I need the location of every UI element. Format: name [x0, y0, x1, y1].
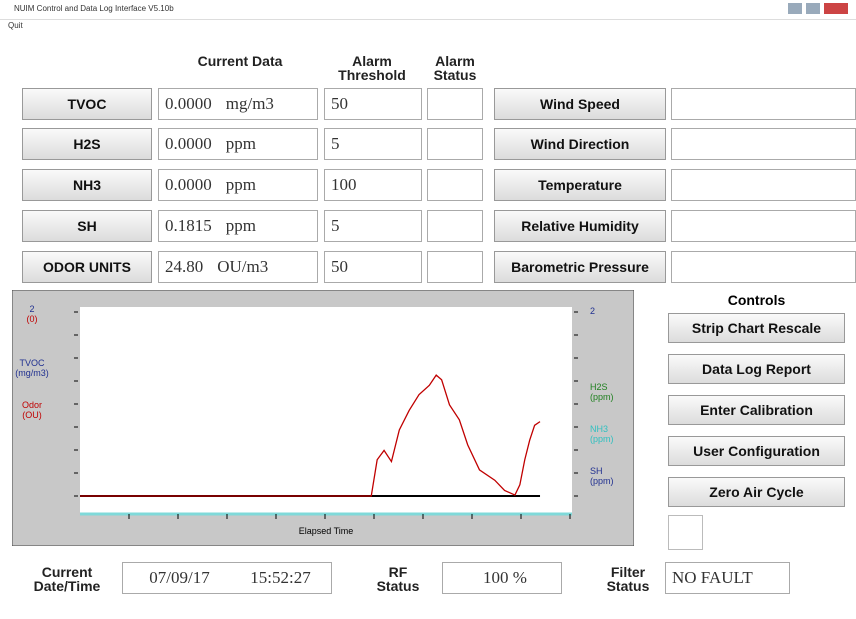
axis-label: 2	[590, 306, 595, 316]
header: Alarm Status	[433, 53, 477, 83]
status-label: Filter Status	[606, 564, 650, 594]
value: 0.0000	[165, 134, 212, 153]
value-box: 0.0000 ppm	[158, 128, 318, 160]
threshold-box[interactable]: 5	[324, 210, 422, 242]
axis-label: (mg/m3)	[15, 368, 49, 378]
control-button[interactable]: Strip Chart Rescale	[668, 313, 845, 343]
value: 0.0000	[165, 94, 212, 113]
strip-chart: 2(0)TVOC(mg/m3)Odor(OU)2H2S(ppm)NH3(ppm)…	[12, 290, 634, 546]
value: 0.0000	[165, 175, 212, 194]
unit: ppm	[225, 134, 256, 153]
controls-title: Controls	[727, 292, 786, 308]
weather-box	[671, 169, 856, 201]
weather-box	[671, 251, 856, 283]
axis-label: (OU)	[22, 410, 42, 420]
weather-button[interactable]: Wind Direction	[494, 128, 666, 160]
status-box	[427, 210, 483, 242]
axis-label: (ppm)	[590, 476, 614, 486]
threshold-box[interactable]: 100	[324, 169, 422, 201]
axis-label: Odor	[22, 400, 42, 410]
header: Alarm Threshold	[338, 53, 406, 83]
close-button[interactable]	[824, 3, 848, 14]
unit: ppm	[225, 175, 256, 194]
weather-button[interactable]: Temperature	[494, 169, 666, 201]
filter-box: NO FAULT	[665, 562, 790, 594]
unit: ppm	[225, 216, 256, 235]
unit: OU/m3	[217, 257, 269, 276]
axis-label: (0)	[27, 314, 38, 324]
threshold-box[interactable]: 50	[324, 251, 422, 283]
weather-button[interactable]: Barometric Pressure	[494, 251, 666, 283]
axis-label: (ppm)	[590, 392, 614, 402]
axis-label: (ppm)	[590, 434, 614, 444]
minimize-button[interactable]	[788, 3, 802, 14]
menu-item[interactable]: Quit	[8, 21, 23, 30]
axis-label: TVOC	[19, 358, 45, 368]
axis-label: SH	[590, 466, 603, 476]
sensor-button[interactable]: NH3	[22, 169, 152, 201]
control-button[interactable]: User Configuration	[668, 436, 845, 466]
threshold-box[interactable]: 5	[324, 128, 422, 160]
weather-button[interactable]: Relative Humidity	[494, 210, 666, 242]
value-box: 0.1815 ppm	[158, 210, 318, 242]
value-box: 0.0000 mg/m3	[158, 88, 318, 120]
sensor-button[interactable]: H2S	[22, 128, 152, 160]
threshold-box[interactable]: 50	[324, 88, 422, 120]
weather-box	[671, 128, 856, 160]
unit: mg/m3	[225, 94, 274, 113]
indicator-box	[668, 515, 703, 550]
weather-button[interactable]: Wind Speed	[494, 88, 666, 120]
status-label: Current Date/Time	[33, 564, 101, 594]
sensor-button[interactable]: SH	[22, 210, 152, 242]
window-title: NUIM Control and Data Log Interface V5.1…	[14, 4, 174, 13]
series-line	[80, 374, 541, 497]
control-button[interactable]: Data Log Report	[668, 354, 845, 384]
status-box	[427, 251, 483, 283]
plot-area	[80, 307, 572, 513]
sensor-button[interactable]: TVOC	[22, 88, 152, 120]
axis-label: 2	[29, 304, 34, 314]
control-button[interactable]: Zero Air Cycle	[668, 477, 845, 507]
status-box	[427, 88, 483, 120]
weather-box	[671, 210, 856, 242]
maximize-button[interactable]	[806, 3, 820, 14]
header: Current Data	[197, 53, 283, 69]
title-bar: NUIM Control and Data Log Interface V5.1…	[0, 0, 856, 20]
sensor-button[interactable]: ODOR UNITS	[22, 251, 152, 283]
value: 0.1815	[165, 216, 212, 235]
weather-box	[671, 88, 856, 120]
control-button[interactable]: Enter Calibration	[668, 395, 845, 425]
date: 07/09/17	[149, 568, 210, 587]
value: 24.80	[165, 257, 204, 276]
status-label: RF Status	[376, 564, 420, 594]
axis-label: H2S	[590, 382, 608, 392]
time: 15:52:27	[250, 568, 311, 587]
status-box	[427, 128, 483, 160]
value-box: 0.0000 ppm	[158, 169, 318, 201]
rf-box: 100 %	[442, 562, 562, 594]
status-box	[427, 169, 483, 201]
datetime-box: 07/09/17 15:52:27	[122, 562, 332, 594]
x-axis-label: Elapsed Time	[299, 526, 354, 536]
value-box: 24.80 OU/m3	[158, 251, 318, 283]
axis-label: NH3	[590, 424, 608, 434]
